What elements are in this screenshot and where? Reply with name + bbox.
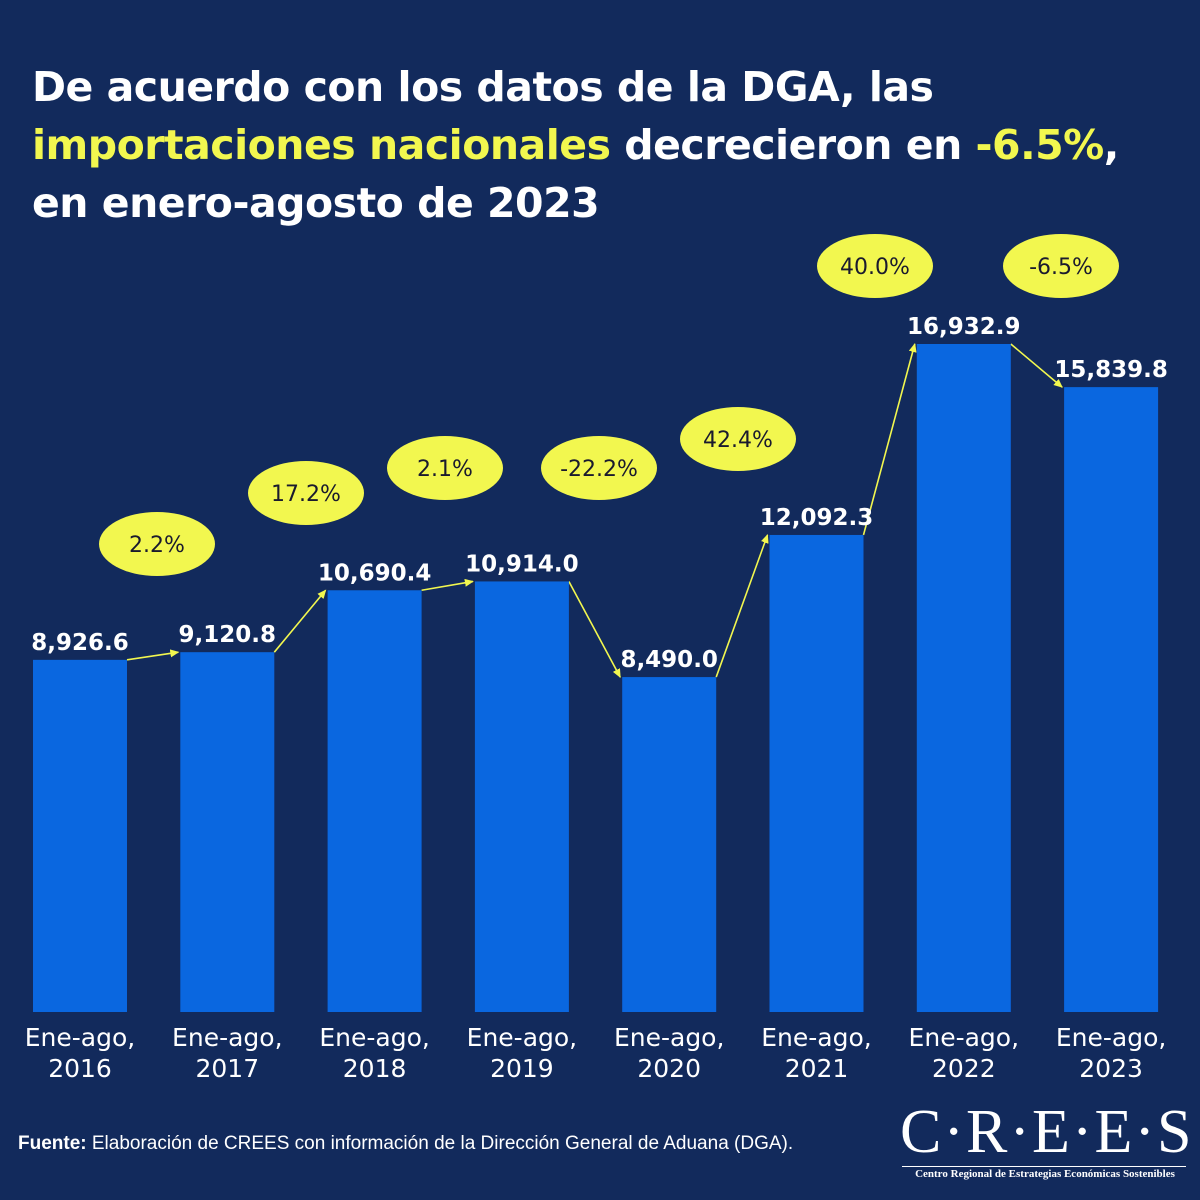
value-label-2018: 10,690.4 (318, 560, 432, 586)
value-label-2023: 15,839.8 (1054, 357, 1168, 383)
x-tick-label-2016-line1: Ene-ago, (25, 1023, 135, 1052)
x-tick-label-2017-line2: 2017 (195, 1054, 259, 1083)
growth-arrow-1 (126, 649, 180, 661)
crees-logo: C·R·E·E·S Centro Regional de Estrategias… (900, 1098, 1194, 1190)
value-label-2022: 16,932.9 (907, 314, 1021, 340)
growth-label-7: -6.5% (1029, 255, 1093, 280)
growth-arrow-2 (273, 589, 327, 653)
x-tick-label-2018-line2: 2018 (343, 1054, 407, 1083)
x-tick-label-2018-line1: Ene-ago, (319, 1023, 429, 1052)
growth-label-2: 17.2% (271, 482, 341, 507)
growth-bubble-6 (817, 234, 933, 298)
title-part-1: De acuerdo con los datos de la DGA, las (32, 63, 934, 111)
bar-chart: 8,926.6 9,120.8 10,690.4 10,914.0 8,490.0 12,… (25, 234, 1168, 1083)
bar-2019 (474, 581, 569, 1012)
logo-subtitle: Centro Regional de Estrategias Económica… (915, 1168, 1175, 1180)
x-tick-label-2023-line1: Ene-ago, (1056, 1023, 1166, 1052)
value-label-2020: 8,490.0 (620, 647, 718, 673)
growth-bubble-3 (387, 436, 503, 500)
growth-arrow-5 (715, 534, 769, 678)
x-tick-label-2017-line1: Ene-ago, (172, 1023, 282, 1052)
growth-bubbles: 2.2% 17.2% 2.1% -22.2% 42.4% 40.0% -6.5% (99, 234, 1119, 576)
x-axis-labels: Ene-ago,2016Ene-ago,2017Ene-ago,2018Ene-… (25, 1023, 1167, 1083)
growth-label-1: 2.2% (129, 533, 185, 558)
bars (33, 344, 1159, 1012)
growth-arrow-7 (1010, 343, 1063, 388)
growth-label-4: -22.2% (560, 457, 638, 482)
title-highlight-rate: -6.5% (975, 121, 1105, 169)
bar-2018 (327, 590, 422, 1012)
logo-divider (902, 1166, 1186, 1167)
growth-arrow-3 (421, 578, 474, 592)
title-highlight-imports: importaciones nacionales (32, 121, 611, 169)
bar-2022 (916, 344, 1011, 1012)
value-label-2017: 9,120.8 (179, 622, 277, 648)
growth-arrow-6 (862, 343, 917, 536)
x-tick-label-2022-line1: Ene-ago, (909, 1023, 1019, 1052)
x-tick-label-2023-line2: 2023 (1079, 1054, 1143, 1083)
chart-title: De acuerdo con los datos de la DGA, las … (32, 58, 1162, 232)
bar-2020 (622, 677, 717, 1012)
growth-bubble-7 (1003, 234, 1119, 298)
growth-arrow-4 (568, 581, 621, 678)
growth-label-6: 40.0% (840, 255, 910, 280)
bar-2023 (1064, 387, 1159, 1012)
source-text: Elaboración de CREES con información de … (86, 1133, 794, 1154)
value-labels: 8,926.6 9,120.8 10,690.4 10,914.0 8,490.0 12,… (31, 314, 1168, 673)
bar-2017 (180, 652, 275, 1012)
source-label: Fuente: (18, 1133, 87, 1154)
bar-2016 (33, 659, 127, 1012)
value-label-2016: 8,926.6 (31, 630, 129, 656)
x-tick-label-2019-line1: Ene-ago, (467, 1023, 577, 1052)
x-tick-label-2021-line2: 2021 (785, 1054, 849, 1083)
x-tick-label-2022-line2: 2022 (932, 1054, 996, 1083)
x-tick-label-2020-line2: 2020 (637, 1054, 701, 1083)
growth-bubble-2 (248, 461, 364, 525)
source-note: Fuente: Elaboración de CREES con informa… (18, 1133, 793, 1155)
value-label-2021: 12,092.3 (760, 505, 874, 531)
value-label-2019: 10,914.0 (465, 551, 579, 577)
growth-bubble-1 (99, 512, 215, 576)
logo-name: C·R·E·E·S (900, 1098, 1194, 1166)
growth-label-3: 2.1% (417, 457, 473, 482)
x-tick-label-2016-line2: 2016 (48, 1054, 112, 1083)
bar-2021 (769, 534, 864, 1012)
title-part-2: decrecieron en (610, 121, 976, 169)
title-part-3: , en enero-agosto de 2023 (32, 121, 1119, 227)
growth-bubble-4 (541, 436, 657, 500)
x-tick-label-2019-line2: 2019 (490, 1054, 554, 1083)
growth-label-5: 42.4% (703, 428, 773, 453)
growth-bubble-5 (680, 407, 796, 471)
growth-arrows (126, 343, 1063, 678)
x-tick-label-2021-line1: Ene-ago, (761, 1023, 871, 1052)
x-tick-label-2020-line1: Ene-ago, (614, 1023, 724, 1052)
